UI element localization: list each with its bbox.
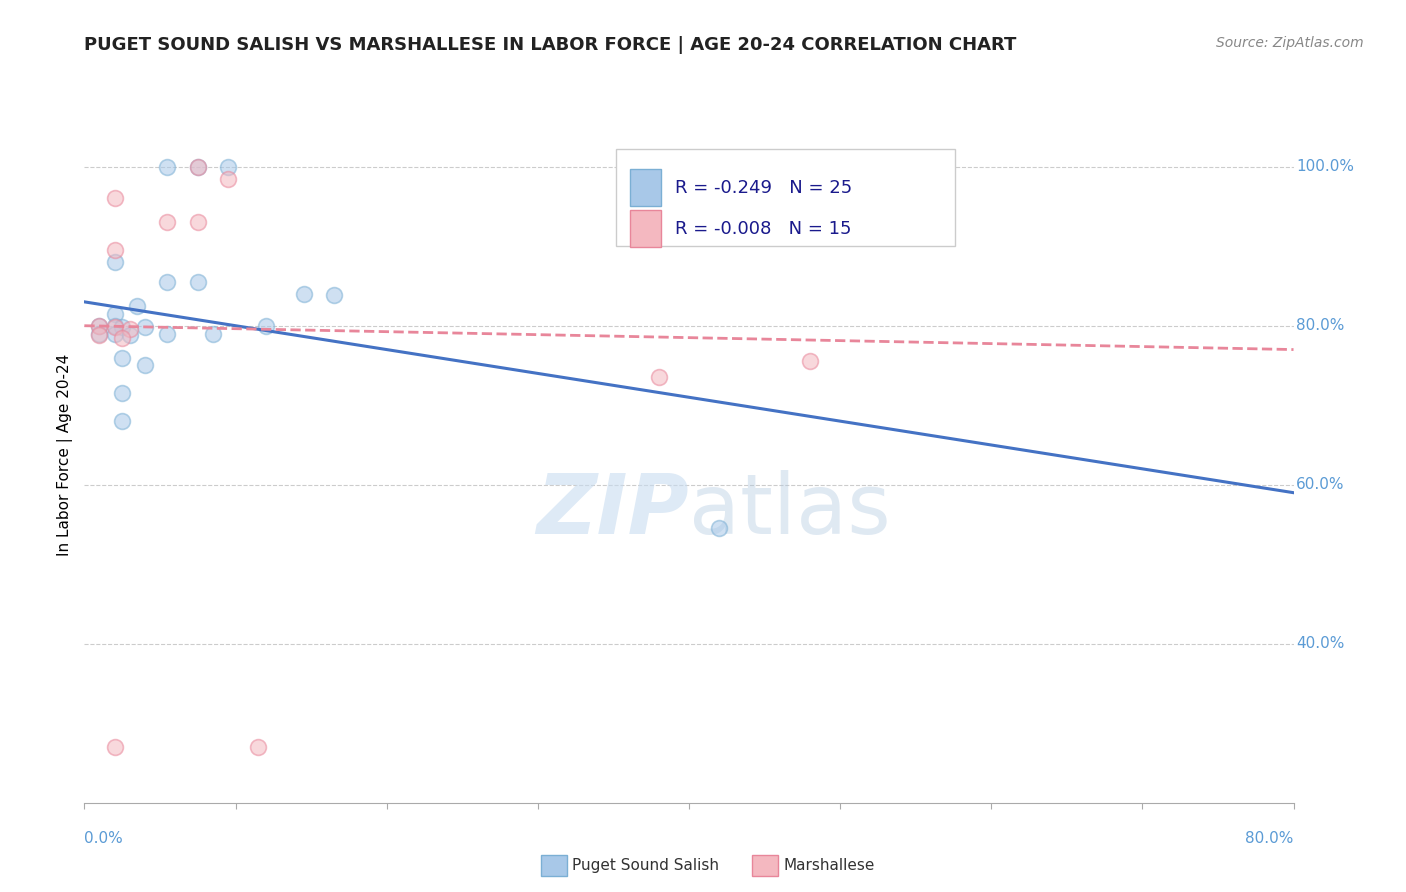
Text: 0.0%: 0.0% — [84, 830, 124, 846]
Point — [647, 370, 671, 384]
Point — [111, 414, 134, 428]
Text: Marshallese: Marshallese — [783, 858, 875, 872]
Point — [156, 215, 179, 229]
Point — [187, 160, 209, 174]
Text: Source: ZipAtlas.com: Source: ZipAtlas.com — [1216, 36, 1364, 50]
Y-axis label: In Labor Force | Age 20-24: In Labor Force | Age 20-24 — [58, 354, 73, 556]
Point — [104, 192, 127, 206]
Point — [111, 386, 134, 401]
Point — [292, 286, 315, 301]
Point — [134, 359, 156, 373]
Point — [127, 299, 149, 313]
Text: 80.0%: 80.0% — [1296, 318, 1344, 334]
Point — [156, 160, 179, 174]
Point — [104, 307, 127, 321]
Point — [118, 322, 141, 336]
Point — [134, 320, 156, 334]
Text: PUGET SOUND SALISH VS MARSHALLESE IN LABOR FORCE | AGE 20-24 CORRELATION CHART: PUGET SOUND SALISH VS MARSHALLESE IN LAB… — [84, 36, 1017, 54]
Point — [187, 275, 209, 289]
Point — [247, 740, 270, 755]
Text: ZIP: ZIP — [536, 470, 689, 551]
Point — [111, 351, 134, 365]
Text: R = -0.008   N = 15: R = -0.008 N = 15 — [675, 219, 852, 237]
Point — [322, 288, 344, 302]
Point — [709, 521, 731, 535]
Text: 80.0%: 80.0% — [1246, 830, 1294, 846]
Point — [201, 326, 224, 341]
Point — [104, 326, 127, 341]
Text: R = -0.249   N = 25: R = -0.249 N = 25 — [675, 178, 852, 197]
Text: atlas: atlas — [689, 470, 890, 551]
Point — [217, 160, 239, 174]
Point — [104, 320, 127, 334]
Point — [89, 328, 111, 343]
Point — [89, 318, 111, 333]
Point — [799, 354, 821, 368]
Point — [104, 318, 127, 333]
Point — [104, 243, 127, 257]
Text: 40.0%: 40.0% — [1296, 636, 1344, 651]
Point — [104, 740, 127, 755]
Point — [118, 328, 141, 343]
Point — [217, 171, 239, 186]
Point — [156, 275, 179, 289]
Text: 100.0%: 100.0% — [1296, 159, 1354, 174]
Point — [254, 318, 277, 333]
Point — [111, 320, 134, 334]
Point — [187, 215, 209, 229]
Point — [111, 331, 134, 345]
Point — [156, 326, 179, 341]
Point — [89, 318, 111, 333]
Point — [187, 160, 209, 174]
Text: 60.0%: 60.0% — [1296, 477, 1344, 492]
Point — [89, 326, 111, 341]
Text: Puget Sound Salish: Puget Sound Salish — [572, 858, 720, 872]
Point — [104, 255, 127, 269]
